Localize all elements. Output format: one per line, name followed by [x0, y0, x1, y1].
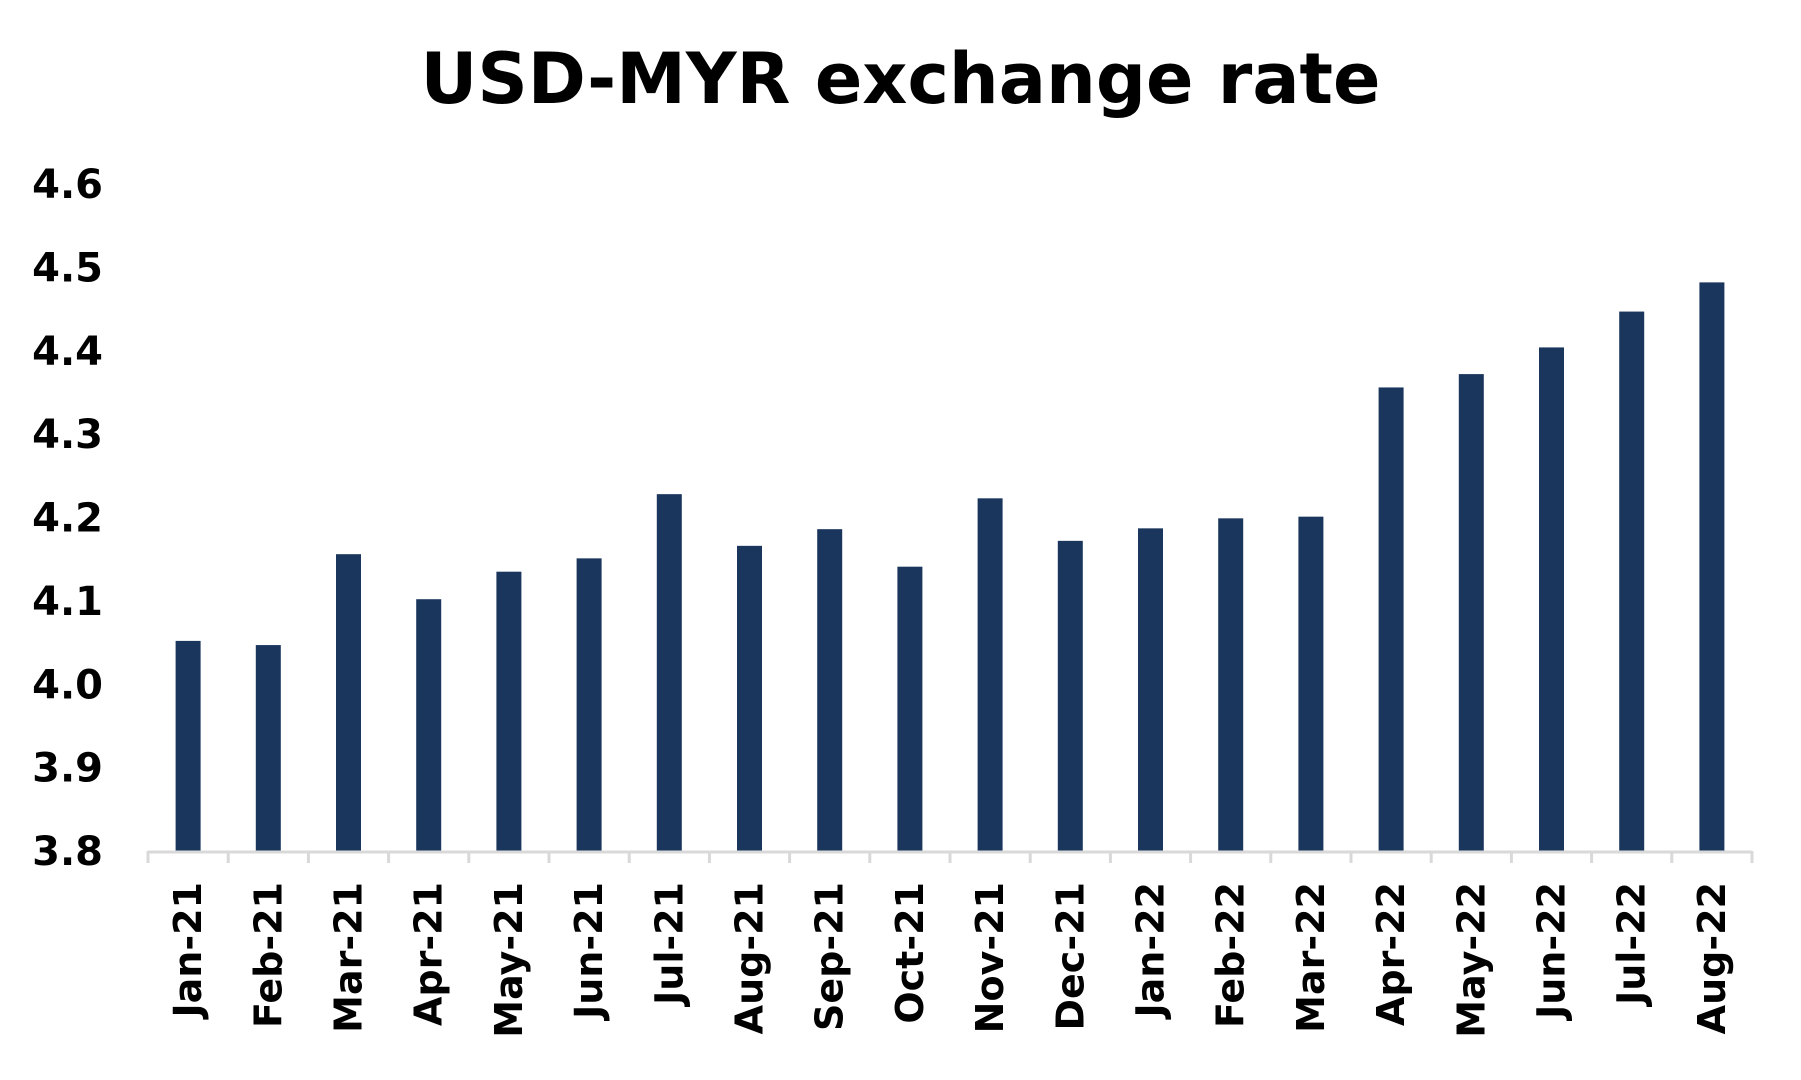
- x-tick-label: Jun-21: [567, 882, 611, 1022]
- x-tick-label: Apr-21: [407, 882, 451, 1026]
- x-tick-label: May-22: [1449, 882, 1493, 1038]
- x-tick-label: Jun-22: [1530, 882, 1574, 1022]
- chart-title: USD-MYR exchange rate: [420, 38, 1381, 120]
- bar-mar-21: [336, 554, 361, 851]
- y-tick-label: 3.9: [32, 746, 103, 792]
- x-tick-label: Dec-21: [1048, 882, 1092, 1031]
- y-tick-label: 4.0: [32, 662, 103, 708]
- bar-jan-22: [1138, 528, 1163, 851]
- x-tick-label: Jan-21: [166, 882, 210, 1021]
- bar-feb-21: [255, 645, 281, 851]
- bar-jun-22: [1539, 347, 1564, 851]
- y-tick-label: 4.3: [32, 412, 103, 458]
- bar-sep-21: [817, 529, 843, 851]
- x-tick-label: Aug-21: [728, 882, 772, 1034]
- bar-may-21: [496, 571, 522, 851]
- y-tick-label: 4.6: [32, 162, 103, 208]
- x-tick-label: Feb-22: [1209, 882, 1253, 1028]
- x-tick-label: May-21: [487, 882, 531, 1038]
- x-tick-label: Mar-22: [1289, 882, 1333, 1033]
- y-tick-label: 4.1: [32, 579, 103, 625]
- bar-dec-21: [1057, 540, 1083, 851]
- x-tick-label: Sep-21: [808, 882, 852, 1031]
- x-tick-label: Jan-22: [1129, 882, 1173, 1021]
- bar-oct-21: [897, 566, 923, 851]
- x-tick-label: Jul-22: [1610, 882, 1654, 1008]
- bars: [175, 282, 1725, 852]
- bar-jun-21: [576, 558, 602, 851]
- bar-apr-22: [1378, 387, 1404, 851]
- y-tick-label: 4.4: [32, 329, 103, 375]
- y-tick-label: 4.5: [32, 245, 103, 291]
- bar-may-22: [1458, 374, 1484, 851]
- bar-nov-21: [977, 498, 1003, 851]
- x-axis-labels: Jan-21 Feb-21 Mar-21 Apr-21 May-21 Jun-21 Jul-…: [166, 882, 1734, 1038]
- bar-jul-22: [1619, 311, 1645, 852]
- x-tick-label: Jul-21: [647, 882, 691, 1008]
- x-axis: [146, 850, 1754, 863]
- bar-feb-22: [1218, 518, 1244, 851]
- bar-jan-21: [175, 640, 201, 851]
- x-tick-label: Nov-21: [968, 882, 1012, 1033]
- y-tick-label: 4.2: [32, 496, 103, 542]
- bar-mar-22: [1298, 516, 1324, 851]
- bar-aug-21: [737, 545, 762, 851]
- x-tick-label: Feb-21: [246, 882, 290, 1028]
- bar-jul-21: [656, 494, 682, 851]
- x-tick-label: Apr-22: [1369, 882, 1413, 1026]
- bar-apr-21: [416, 599, 442, 851]
- x-tick-label: Aug-22: [1690, 882, 1734, 1034]
- y-axis-ticks: 3.8 3.9 4.0 4.1 4.2 4.3 4.4 4.5 4.6: [32, 162, 103, 875]
- x-tick-label: Oct-21: [888, 882, 932, 1024]
- y-tick-label: 3.8: [32, 829, 103, 875]
- bar-aug-22: [1699, 282, 1725, 851]
- x-tick-label: Mar-21: [327, 882, 371, 1033]
